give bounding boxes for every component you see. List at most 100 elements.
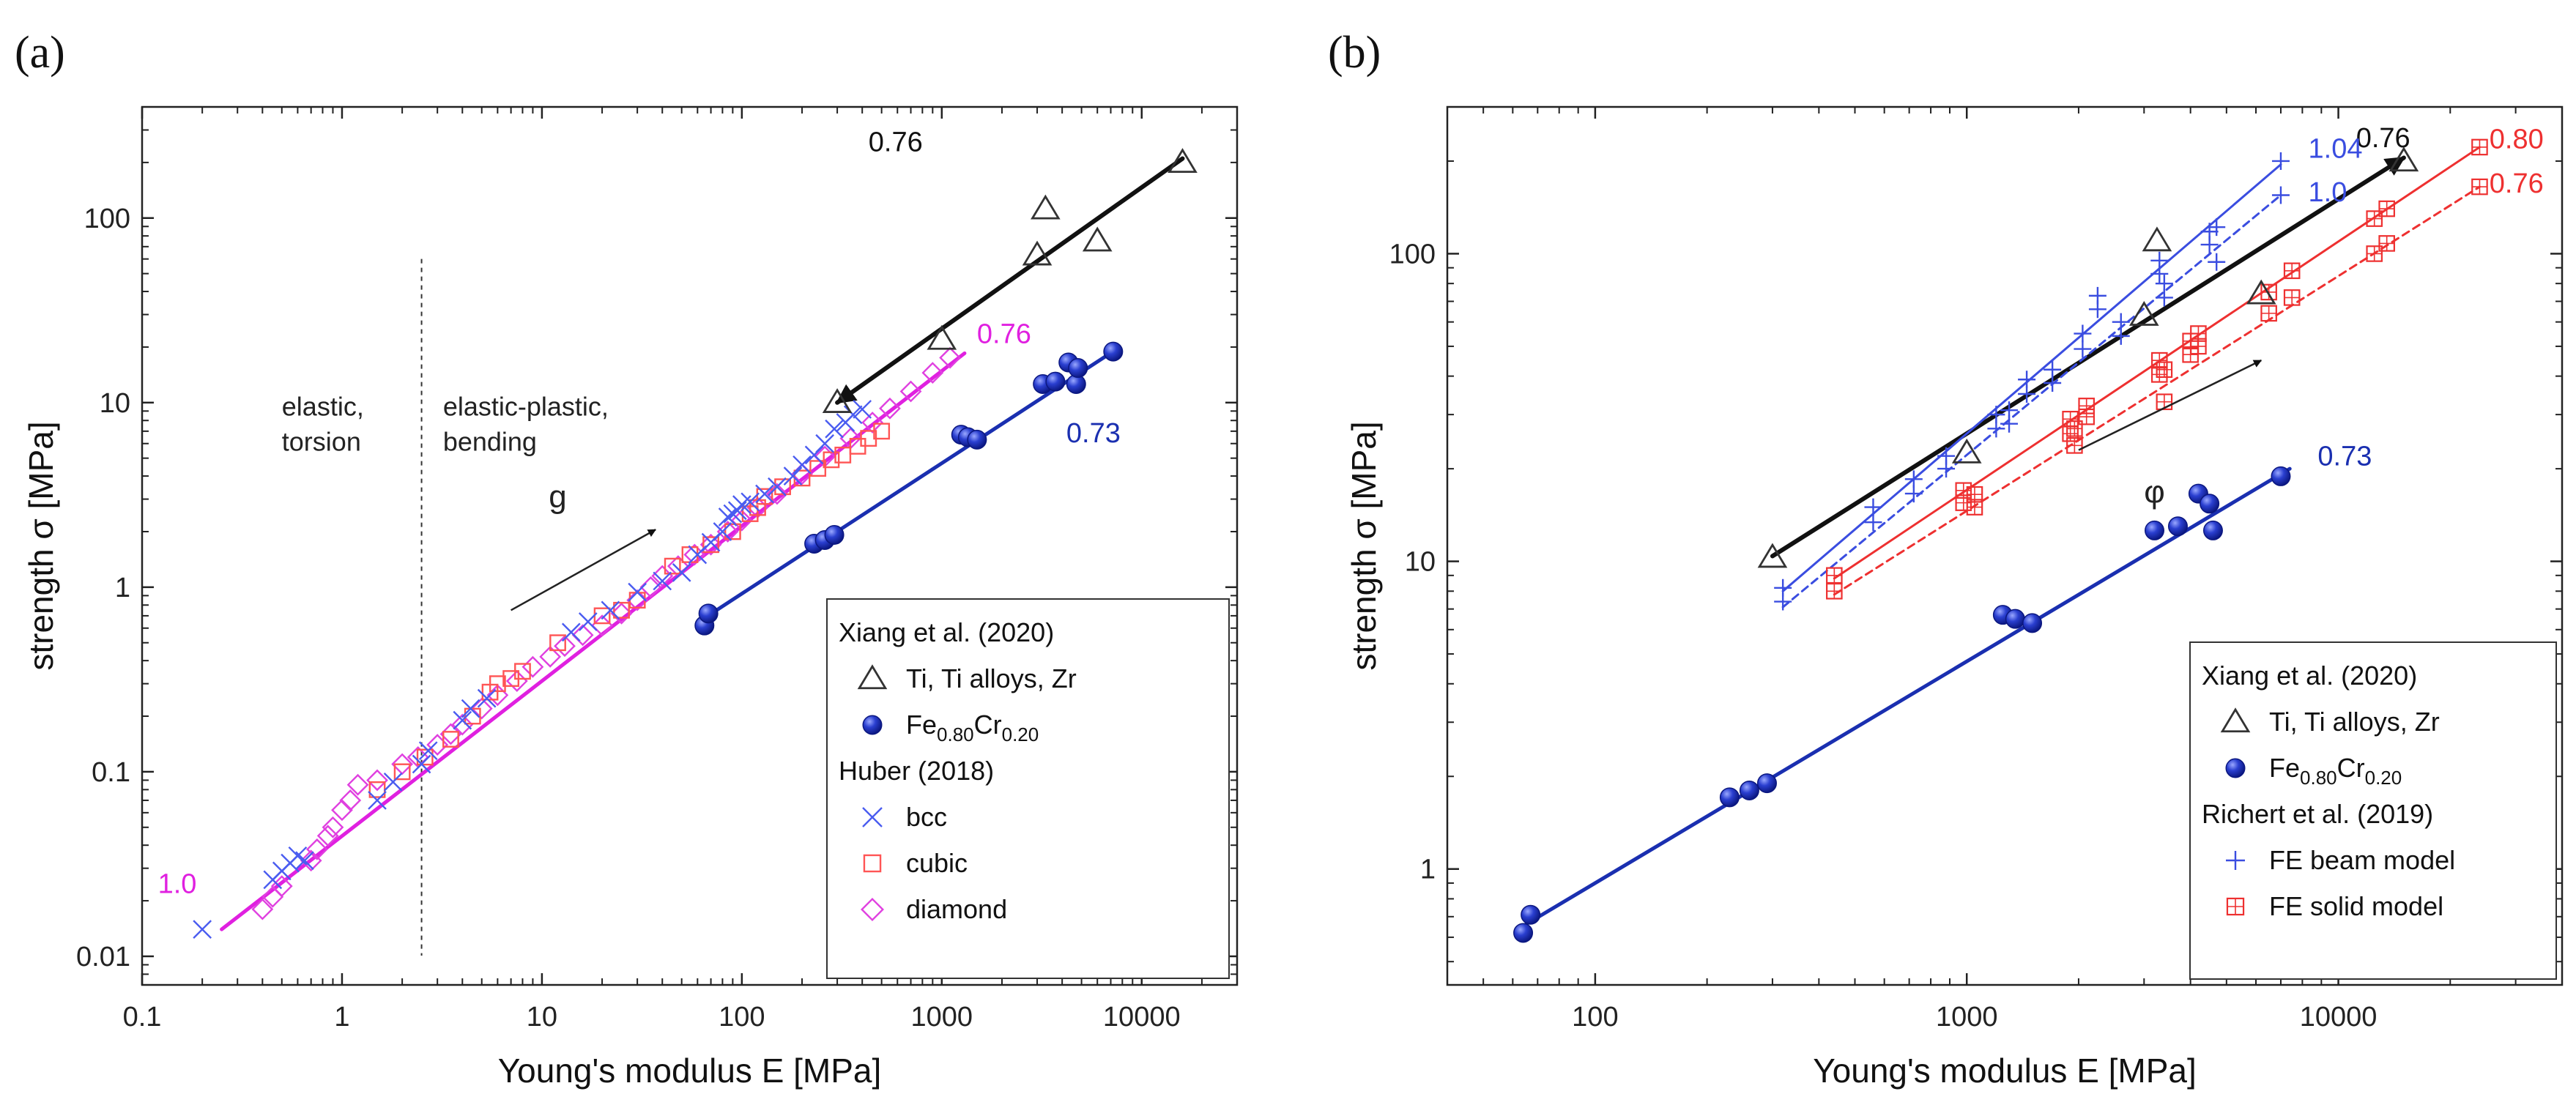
grid-square-lines: [2472, 139, 2487, 155]
grid-square-lines: [2079, 409, 2094, 425]
legend-box: [826, 598, 1230, 979]
x-marker: [383, 773, 403, 792]
grid-square-lines: [1967, 499, 1983, 515]
square-marker: [774, 478, 791, 496]
y-tick-label: 10: [1405, 547, 1436, 578]
x-marker: [672, 563, 691, 582]
grid-square-lines: [2379, 201, 2394, 217]
square-marker: [873, 423, 891, 440]
diamond-marker: [626, 589, 649, 611]
legend-box: [2189, 641, 2557, 980]
plus-marker: [2018, 385, 2036, 403]
grid-square-lines: [2379, 236, 2394, 251]
diamond-marker: [366, 769, 388, 792]
series-fe0-80cr0-20: [1513, 466, 2291, 943]
plus-marker: [2226, 851, 2245, 870]
x-axis-label: Young's modulus E [MPa]: [498, 1052, 882, 1090]
triangle-marker: [2142, 226, 2172, 252]
plus-marker: [2112, 327, 2130, 345]
x-marker: [368, 791, 387, 810]
fit-line: [1770, 155, 2406, 559]
grid-square-lines: [2067, 421, 2082, 436]
diamond-marker: [451, 713, 474, 736]
y-tick-label: 10: [100, 388, 130, 419]
plus-marker: [2200, 236, 2219, 254]
sphere-marker: [1103, 341, 1124, 362]
legend-entry-label: cubic: [906, 848, 968, 878]
series-ti-ti-alloys-zr: [822, 148, 1198, 413]
x-tick-label: 100: [719, 1002, 765, 1033]
triangle-marker: [1031, 194, 1061, 220]
plus-marker: [2155, 289, 2173, 307]
slope-label: 0.76: [2490, 168, 2544, 199]
triangle-marker: [1082, 226, 1113, 252]
slope-label: 0.73: [1066, 418, 1121, 449]
grid-square-lines: [2156, 394, 2172, 409]
chart-panel-a: (a) 0.1 1 10 100 1000 10000 0.01 0.1 1 10 100 Young'…: [15, 28, 1239, 1090]
sphere-marker: [1719, 787, 1740, 808]
grid-square-lines: [2152, 352, 2167, 368]
triangle-marker: [2388, 146, 2419, 172]
grid-square-lines: [2261, 284, 2276, 300]
x-marker: [862, 807, 883, 827]
square-marker: [514, 663, 531, 680]
legend-group-title: Richert et al. (2019): [2202, 799, 2433, 829]
triangle-marker: [857, 664, 888, 690]
legend-entry-label: Fe0.80Cr0.20: [2269, 753, 2402, 789]
fit-line: [220, 351, 967, 931]
plus-marker: [1937, 460, 1956, 478]
y-axis-label: strength σ [MPa]: [1345, 421, 1383, 670]
plus-marker: [2044, 373, 2062, 392]
diamond-marker: [470, 697, 493, 720]
sphere-marker: [698, 603, 719, 624]
y-tick-label: 0.1: [92, 757, 130, 788]
diamond-marker: [861, 898, 884, 921]
plot-frame: [141, 105, 1239, 986]
x-marker: [453, 710, 472, 730]
legend-group-title: Xiang et al. (2020): [839, 617, 1054, 647]
slope-label: 1.0: [158, 869, 197, 900]
square-marker: [416, 748, 434, 766]
fit-lines: [220, 156, 1185, 931]
diamond-marker: [521, 655, 544, 678]
x-marker: [783, 466, 803, 485]
plus-marker: [1904, 485, 1923, 503]
diamond-marker: [921, 362, 944, 384]
plus-marker: [2150, 264, 2169, 283]
sphere-marker: [2145, 520, 2165, 540]
x-tick-label: 0.1: [123, 1002, 162, 1033]
grid-square-lines: [2367, 211, 2382, 226]
y-tick-label: 0.01: [76, 942, 130, 972]
legend-group-title: Huber (2018): [839, 756, 994, 786]
plus-marker: [2271, 186, 2290, 204]
sphere-marker: [2271, 466, 2291, 486]
plus-marker: [2088, 300, 2107, 319]
square-marker: [702, 536, 719, 554]
diamond-marker: [346, 773, 369, 796]
slope-label: 0.76: [977, 319, 1031, 350]
grid-square-lines: [2367, 246, 2382, 261]
x-marker: [727, 501, 747, 521]
sphere-marker: [2167, 516, 2188, 537]
plot-frame: [1446, 105, 2564, 986]
sphere-marker: [862, 715, 883, 735]
x-tick-label: 10000: [1103, 1002, 1181, 1033]
x-marker: [193, 920, 212, 939]
x-marker: [815, 434, 834, 453]
grid-square-lines: [2063, 412, 2078, 427]
trend-arrow-label: g: [549, 479, 566, 515]
x-marker: [578, 612, 598, 631]
y-tick-label: 1: [115, 573, 130, 603]
sphere-marker: [1521, 904, 1541, 925]
grid-square-lines: [2284, 263, 2300, 278]
plus-marker: [2074, 340, 2092, 358]
x-marker: [825, 419, 844, 439]
series-fe-solid-model: [1826, 138, 2488, 600]
region-label: elastic-plastic, bending: [443, 392, 609, 457]
sphere-marker: [1513, 923, 1534, 943]
legend-entry-label: FE beam model: [2269, 845, 2455, 875]
legend-entry-label: FE solid model: [2269, 891, 2443, 921]
sphere-marker: [1756, 773, 1777, 794]
grid-square-lines: [2191, 338, 2206, 354]
diamond-marker: [505, 670, 528, 692]
